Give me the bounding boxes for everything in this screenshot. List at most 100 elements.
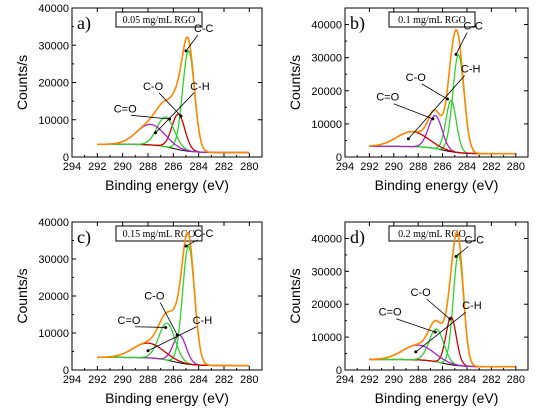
x-tick-label: 290 — [113, 161, 131, 173]
y-axis-label: Counts/s — [287, 55, 303, 110]
x-tick-label: 282 — [482, 374, 500, 386]
annotation-arrow — [134, 326, 166, 328]
annotation-arrowhead — [454, 255, 458, 259]
annotation-label: C=O — [118, 315, 141, 327]
plot-frame — [71, 221, 263, 371]
y-tick-label: 40000 — [311, 20, 342, 32]
x-tick-label: 284 — [458, 161, 476, 173]
y-tick-label: 10000 — [311, 332, 342, 344]
annotation-label: C-O — [411, 287, 432, 299]
y-tick-label: 30000 — [311, 266, 342, 278]
envelope-curve — [97, 231, 249, 367]
sample-label: 0.15 mg/mL RGO — [123, 229, 196, 240]
y-tick-label: 30000 — [38, 40, 69, 52]
annotation-arrow — [185, 34, 199, 52]
annotation-label: C-H — [193, 315, 213, 327]
x-axis-label: Binding energy (eV) — [105, 177, 229, 193]
y-tick-label: 30000 — [311, 53, 342, 65]
y-axis-label: Counts/s — [14, 268, 30, 323]
x-tick-label: 294 — [336, 161, 354, 173]
panel-letter: d) — [350, 227, 365, 248]
plot-frame — [344, 221, 529, 371]
annotation-arrowhead — [414, 350, 418, 354]
annotation-label: C=O — [376, 92, 399, 104]
x-tick-label: 284 — [189, 161, 207, 173]
y-tick-label: 0 — [63, 365, 69, 377]
sample-label: 0.1 mg/mL RGO — [398, 15, 466, 26]
x-tick-label: 294 — [336, 374, 354, 386]
annotation-arrow — [415, 311, 467, 353]
annotation-arrow — [158, 92, 182, 117]
envelope-curve — [369, 230, 516, 368]
panel-2: 294 292 290 288 286 284 282 280 0 10000 20000 30000… — [287, 7, 529, 193]
x-tick-label: 294 — [63, 374, 81, 386]
y-tick-label: 30000 — [38, 254, 69, 266]
y-tick-label: 40000 — [311, 233, 342, 245]
x-tick-label: 292 — [88, 374, 106, 386]
y-tick-label: 0 — [63, 152, 69, 164]
sample-label-box — [388, 11, 476, 28]
y-tick-label: 10000 — [38, 328, 69, 340]
annotation-label: C-C — [194, 23, 214, 35]
component-c-c — [97, 49, 249, 154]
x-tick-label: 282 — [215, 374, 233, 386]
annotation-arrowhead — [454, 52, 458, 56]
annotation-label: C-C — [194, 228, 214, 240]
panel-3: 294 292 290 288 286 284 282 280 0 10000 20000 30000… — [14, 217, 263, 406]
annotation-arrowhead — [146, 349, 150, 353]
panel-letter: b) — [350, 13, 365, 34]
annotation-arrow — [421, 83, 448, 100]
x-tick-label: 288 — [139, 161, 157, 173]
x-tick-label: 284 — [458, 374, 476, 386]
annotation-arrow — [408, 75, 465, 140]
sample-label: 0.05 mg/mL RGO — [123, 15, 196, 26]
background-curve — [369, 359, 516, 368]
annotation-arrowhead — [168, 117, 172, 121]
panel-letter: a) — [77, 13, 91, 34]
annotation-label: C-H — [190, 81, 210, 93]
component-c-c — [97, 244, 249, 367]
component-c-o — [369, 328, 516, 368]
sample-label: 0.2 mg/mL RGO — [398, 229, 466, 240]
x-tick-label: 284 — [189, 374, 207, 386]
x-tick-label: 292 — [88, 161, 106, 173]
x-tick-label: 280 — [507, 161, 525, 173]
annotation-label: C-O — [406, 72, 427, 84]
annotation-label: C-H — [461, 64, 481, 76]
annotation-arrowhead — [179, 114, 183, 118]
x-tick-label: 286 — [433, 161, 451, 173]
annotation-arrow — [185, 239, 198, 247]
y-axis-label: Counts/s — [287, 268, 303, 323]
y-tick-label: 40000 — [38, 3, 69, 15]
x-tick-label: 288 — [409, 374, 427, 386]
annotation-arrowhead — [184, 49, 188, 53]
x-tick-label: 280 — [240, 161, 258, 173]
annotation-arrowhead — [448, 317, 452, 321]
annotation-arrowhead — [406, 137, 410, 141]
y-tick-label: 10000 — [311, 119, 342, 131]
annotation-label: C-O — [144, 291, 165, 303]
x-tick-label: 294 — [63, 161, 81, 173]
x-axis-label: Binding energy (eV) — [375, 390, 499, 406]
annotation-arrowhead — [433, 330, 437, 334]
y-tick-label: 20000 — [38, 78, 69, 90]
annotation-arrow — [131, 114, 170, 120]
annotation-arrow — [159, 302, 178, 336]
annotation-arrowhead — [164, 325, 168, 329]
panel-letter: c) — [77, 227, 91, 248]
panel-4: 294 292 290 288 286 284 282 280 0 10000 20000 30000… — [287, 221, 529, 406]
annotation-arrow — [455, 246, 469, 257]
annotation-label: C-O — [143, 81, 164, 93]
annotation-arrow — [455, 32, 468, 55]
y-tick-label: 20000 — [311, 299, 342, 311]
annotation-label: C=O — [379, 307, 402, 319]
x-axis-label: Binding energy (eV) — [105, 390, 229, 406]
annotation-arrowhead — [154, 131, 158, 135]
annotation-arrow — [393, 103, 433, 120]
annotation-label: C-C — [463, 21, 483, 33]
y-tick-label: 0 — [336, 365, 342, 377]
annotation-label: C=O — [114, 103, 137, 115]
y-tick-label: 20000 — [311, 86, 342, 98]
x-tick-label: 290 — [113, 374, 131, 386]
